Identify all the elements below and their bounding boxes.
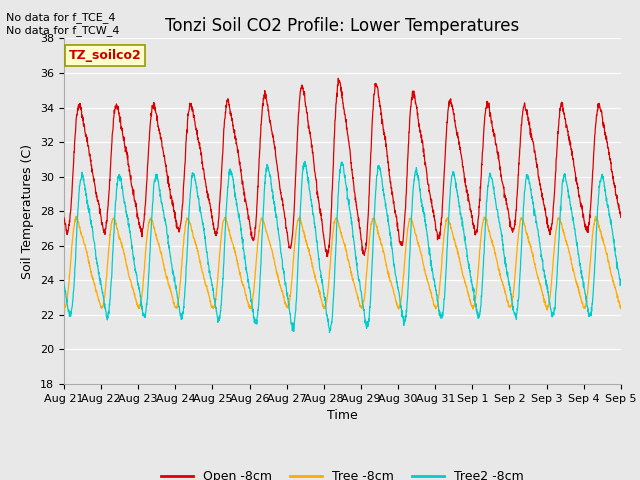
X-axis label: Time: Time	[327, 409, 358, 422]
Text: No data for f_TCW_4: No data for f_TCW_4	[6, 25, 120, 36]
Text: No data for f_TCE_4: No data for f_TCE_4	[6, 12, 116, 23]
Title: Tonzi Soil CO2 Profile: Lower Temperatures: Tonzi Soil CO2 Profile: Lower Temperatur…	[165, 17, 520, 36]
Y-axis label: Soil Temperatures (C): Soil Temperatures (C)	[22, 144, 35, 279]
Legend: Open -8cm, Tree -8cm, Tree2 -8cm: Open -8cm, Tree -8cm, Tree2 -8cm	[156, 465, 529, 480]
Text: TZ_soilco2: TZ_soilco2	[68, 49, 141, 62]
